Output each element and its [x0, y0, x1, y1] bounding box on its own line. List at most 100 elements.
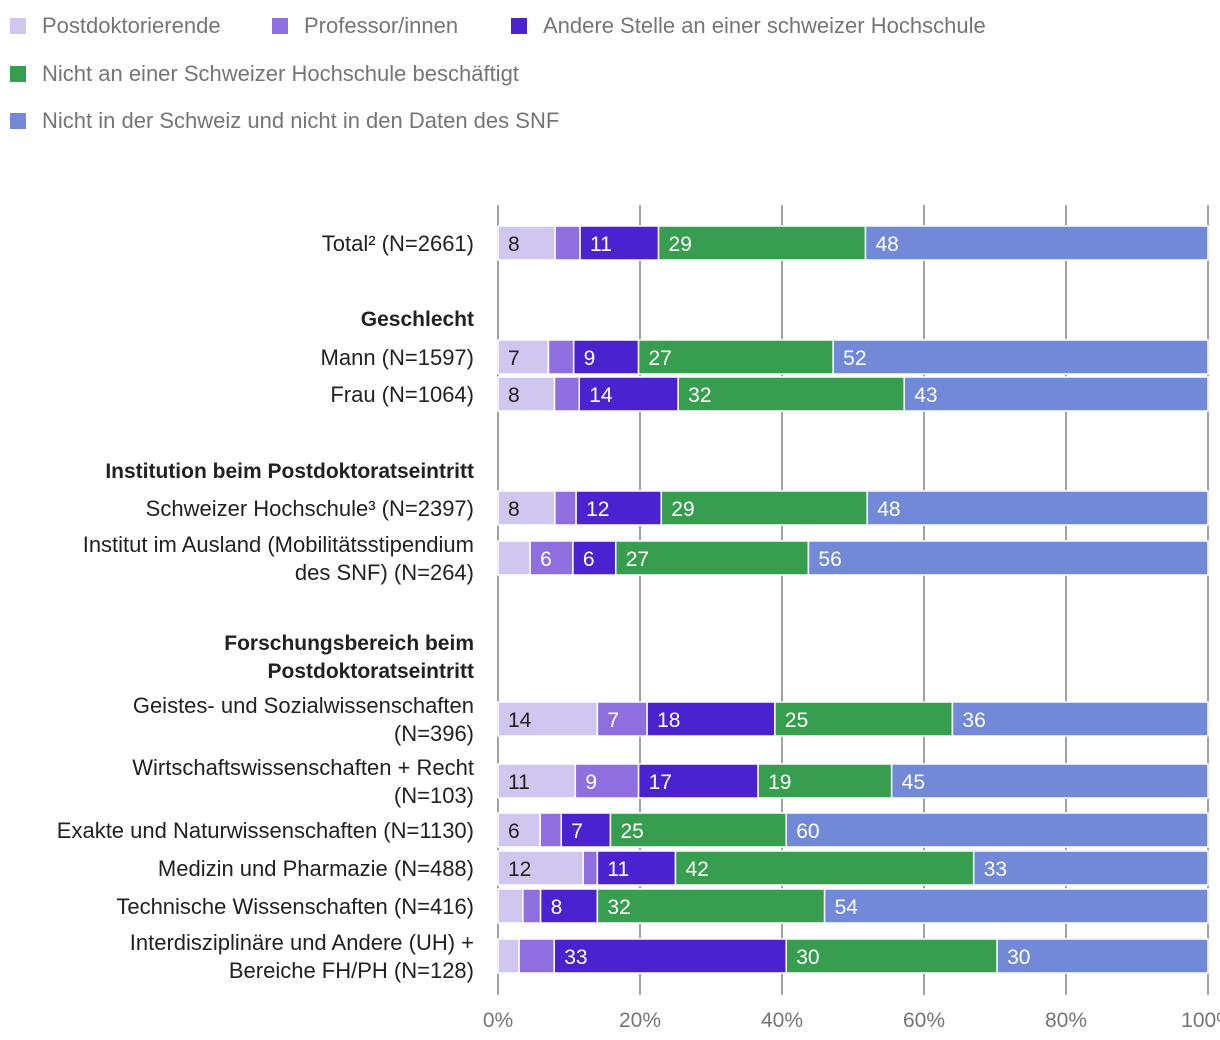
category-label: Exakte und Naturwissenschaften (N=1130): [57, 818, 474, 843]
legend-item: Nicht an einer Schweizer Hochschule besc…: [10, 61, 519, 87]
legend-swatch: [10, 18, 26, 34]
bar-segment: [972, 850, 1209, 886]
bar-value-label: 7: [571, 820, 583, 843]
bar-segment: [785, 812, 1209, 848]
bar-value-label: 19: [768, 771, 791, 794]
legend-label: Nicht an einer Schweizer Hochschule besc…: [42, 61, 519, 86]
bar-value-label: 11: [508, 771, 530, 794]
bar-value-label: 33: [564, 946, 587, 969]
legend-item: Professor/innen: [272, 13, 458, 39]
bar-segment: [554, 490, 577, 526]
bar-segment: [951, 701, 1209, 737]
bar-segment: [774, 701, 954, 737]
bar-row: 8 12 29 48: [497, 490, 1209, 526]
bar-segment: [660, 490, 868, 526]
bar-segment: [674, 850, 975, 886]
bar-segment: [903, 376, 1209, 412]
bar-segment: [560, 812, 612, 848]
bar-segment: [539, 812, 563, 848]
bar-segment: [497, 888, 524, 924]
bar-segment: [497, 339, 550, 375]
bar-value-label: 29: [669, 233, 692, 256]
x-tick-label: 0%: [483, 1009, 513, 1032]
bar-value-label: 8: [508, 498, 520, 521]
x-tick-label: 40%: [761, 1009, 803, 1032]
bar-value-label: 6: [540, 548, 552, 571]
category-label: Technische Wissenschaften (N=416): [116, 894, 474, 919]
bar-row: 6 6 27 56: [497, 540, 1209, 576]
bar-segment: [785, 938, 998, 974]
bar-row: 8 32 54: [497, 888, 1209, 924]
bar-segment: [572, 339, 640, 375]
bar-segment: [572, 540, 617, 576]
bar-row: 8 11 29 48: [497, 225, 1209, 261]
bar-value-label: 7: [508, 347, 520, 370]
bar-segment: [657, 225, 867, 261]
legend-swatch: [10, 113, 26, 129]
bar-value-label: 12: [586, 498, 609, 521]
bar-value-label: 30: [1007, 946, 1030, 969]
group-heading: Geschlecht: [361, 308, 474, 331]
bar-value-label: 32: [688, 384, 711, 407]
bar-segment: [579, 225, 660, 261]
bar-segment: [646, 701, 776, 737]
category-label: Medizin und Pharmazie (N=488): [158, 856, 474, 881]
bar-value-label: 32: [607, 896, 630, 919]
bar-segment: [596, 701, 648, 737]
bar-segment: [522, 888, 542, 924]
bar-row: 33 30 30: [497, 938, 1209, 974]
bar-segment: [890, 763, 1209, 799]
bar-row: 12 11 42 33: [497, 850, 1209, 886]
legend-label: Professor/innen: [304, 13, 459, 38]
bar-segment: [596, 888, 826, 924]
chart-legend: Postdoktorierende Professor/innen Andere S…: [0, 0, 1220, 150]
bar-segment: [497, 225, 556, 261]
category-label: Interdisziplinäre und Andere (UH) +: [130, 930, 474, 955]
bar-value-label: 14: [589, 384, 613, 407]
bar-segment: [864, 225, 1209, 261]
x-tick-label: 60%: [903, 1009, 945, 1032]
bar-value-label: 27: [649, 347, 672, 370]
category-label: Institut im Ausland (Mobilitätsstipendiu…: [83, 532, 474, 557]
legend-label: Nicht in der Schweiz und nicht in den Da…: [42, 108, 560, 133]
legend-item: Andere Stelle an einer schweizer Hochsch…: [511, 13, 986, 39]
bar-value-label: 29: [671, 498, 694, 521]
bar-segment: [575, 490, 663, 526]
bar-segment: [614, 540, 810, 576]
bar-value-label: 17: [649, 771, 672, 794]
bar-segment: [497, 763, 577, 799]
legend-label: Postdoktorierende: [42, 13, 221, 38]
bar-value-label: 8: [508, 384, 520, 407]
bar-segment: [757, 763, 893, 799]
bar-segment: [518, 938, 555, 974]
bar-value-label: 27: [626, 548, 649, 571]
bar-value-label: 12: [508, 858, 531, 881]
bar-segment: [547, 339, 575, 375]
bar-value-label: 43: [914, 384, 937, 407]
bar-row: 7 9 27 52: [497, 339, 1209, 375]
bar-value-label: 36: [962, 709, 985, 732]
bar-row: 14 7 18 25 36: [497, 701, 1209, 737]
bar-segment: [553, 376, 580, 412]
bar-segment: [497, 540, 531, 576]
bar-row: 6 7 25 60: [497, 812, 1209, 848]
bar-value-label: 54: [835, 896, 859, 919]
bar-segment: [996, 938, 1209, 974]
bar-value-label: 52: [843, 347, 866, 370]
legend-swatch: [10, 66, 26, 82]
legend-swatch: [511, 18, 527, 34]
legend-label: Andere Stelle an einer schweizer Hochsch…: [543, 13, 986, 38]
bar-value-label: 42: [686, 858, 709, 881]
bar-segment: [539, 888, 599, 924]
bar-value-label: 8: [551, 896, 563, 919]
bar-value-label: 6: [583, 548, 595, 571]
category-label: Bereiche FH/PH (N=128): [229, 958, 474, 983]
category-label: Mann (N=1597): [321, 345, 474, 370]
bar-segment: [582, 850, 599, 886]
bar-segment: [832, 339, 1209, 375]
bar-value-label: 6: [508, 820, 520, 843]
bar-segment: [677, 376, 905, 412]
bar-segment: [497, 490, 556, 526]
bar-row: 11 9 17 19 45: [497, 763, 1209, 799]
